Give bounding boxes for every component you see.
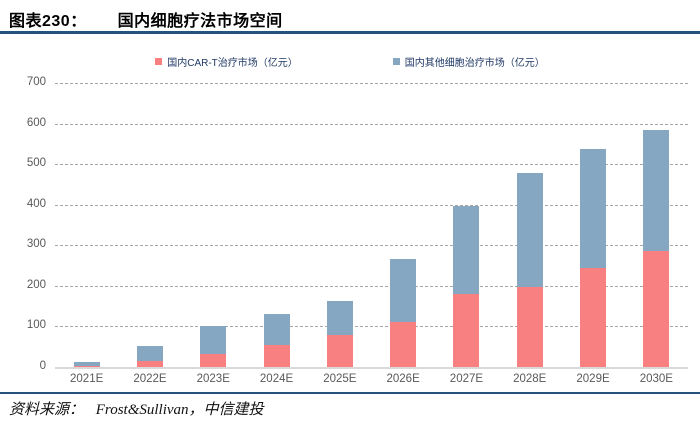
x-tick-2024E: 2024E: [259, 373, 294, 385]
plot-area: [55, 83, 688, 369]
gridline-300: [55, 245, 688, 247]
bar-other-2028E: [516, 173, 543, 288]
source-label: 资料来源：: [9, 402, 85, 418]
source-note: 资料来源： Frost&Sullivan，中信建投: [9, 398, 264, 419]
y-tick-200: 200: [26, 278, 46, 291]
bar-cart-2022E: [136, 360, 163, 367]
legend-label-cart: 国内CAR-T治疗市场（亿元）: [167, 58, 298, 69]
gridline-700: [55, 83, 688, 84]
y-tick-600: 600: [26, 116, 46, 129]
legend-label-other: 国内其他细胞治疗市场（亿元）: [404, 58, 545, 69]
bar-cart-2025E: [326, 334, 353, 367]
bar-cart-2028E: [516, 287, 543, 367]
bar-other-2029E: [580, 149, 607, 269]
bar-cart-2026E: [390, 321, 417, 367]
bar-cart-2023E: [200, 354, 227, 367]
bar-other-2026E: [390, 259, 417, 322]
x-tick-2025E: 2025E: [323, 373, 357, 385]
legend-item-other: 国内其他细胞治疗市场（亿元）: [392, 54, 545, 69]
legend-item-cart: 国内CAR-T治疗市场（亿元）: [155, 54, 298, 69]
figure-header: 图表230： 国内细胞疗法市场空间: [9, 7, 283, 31]
bar-other-2021E: [73, 361, 100, 367]
bar-other-2030E: [643, 129, 670, 251]
source-text: Frost&Sullivan，中信建投: [95, 402, 264, 418]
bar-other-2025E: [326, 300, 353, 335]
x-tick-2021E: 2021E: [70, 373, 104, 385]
gridline-600: [55, 123, 688, 125]
bar-cart-2027E: [453, 293, 480, 367]
bar-other-2024E: [263, 313, 290, 345]
title-divider: [0, 31, 700, 34]
x-tick-2030E: 2030E: [639, 373, 673, 385]
x-tick-2026E: 2026E: [386, 373, 420, 385]
bar-other-2023E: [200, 326, 227, 355]
bar-cart-2030E: [643, 250, 670, 367]
bar-cart-2029E: [580, 268, 607, 367]
bar-other-2022E: [136, 345, 163, 361]
bar-cart-2021E: [73, 366, 100, 367]
y-axis: 0 100 200 300 400 500 600 700: [0, 76, 46, 372]
x-tick-2029E: 2029E: [576, 373, 610, 385]
x-axis-line: [55, 367, 688, 369]
y-tick-500: 500: [26, 157, 46, 170]
bar-cart-2024E: [263, 344, 290, 367]
gridline-400: [55, 204, 688, 206]
gridline-100: [55, 326, 688, 328]
y-tick-0: 0: [39, 360, 46, 372]
bar-other-2027E: [453, 205, 480, 294]
figure-number-label: 图表230：: [9, 13, 87, 30]
y-tick-700: 700: [26, 76, 46, 88]
x-tick-2028E: 2028E: [513, 373, 547, 385]
y-tick-300: 300: [26, 238, 46, 251]
gridline-200: [55, 285, 688, 287]
footer-divider: [0, 392, 700, 394]
gridline-500: [55, 164, 688, 166]
legend-swatch-other-icon: [392, 58, 400, 65]
y-tick-100: 100: [26, 319, 46, 332]
x-tick-2027E: 2027E: [449, 373, 484, 385]
page-title: 国内细胞疗法市场空间: [117, 13, 283, 30]
legend-swatch-cart-icon: [155, 58, 163, 65]
y-tick-400: 400: [26, 197, 46, 210]
x-axis: 2021E 2022E 2023E 2024E 2025E 2026E 2027E 2028E…: [55, 373, 688, 385]
legend: 国内CAR-T治疗市场（亿元） 国内其他细胞治疗市场（亿元）: [0, 54, 700, 69]
x-tick-2022E: 2022E: [133, 373, 167, 385]
x-tick-2023E: 2023E: [196, 373, 230, 385]
